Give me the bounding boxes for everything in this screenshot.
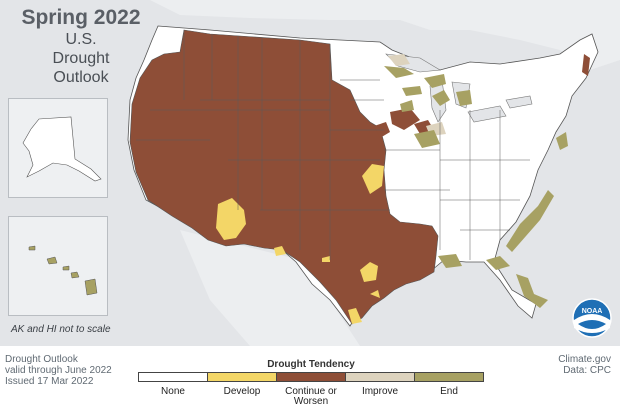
map-panel: Spring 2022 U.S. Drought Outlook AK and … (0, 0, 620, 346)
credit-data: Data: CPC (563, 365, 611, 376)
credit-site: Climate.gov (558, 354, 611, 365)
legend-swatch-end (415, 373, 483, 381)
title-block: Spring 2022 U.S. Drought Outlook (6, 6, 156, 87)
hawaii-islands (28, 245, 98, 296)
scale-note: AK and HI not to scale (11, 324, 111, 335)
footer-credits: Climate.gov Data: CPC (558, 354, 611, 376)
legend-label-continue-text-2: Worsen (293, 396, 329, 407)
develop-region-az (216, 198, 246, 240)
alaska-land (22, 116, 102, 182)
legend-label-end-text: End (440, 386, 458, 397)
legend-swatch-continue (277, 373, 346, 381)
legend-label-develop-text: Develop (223, 386, 261, 397)
noaa-logo: NOAA (572, 298, 612, 338)
develop-region-mo (362, 164, 384, 194)
legend-label-improve-text: Improve (361, 386, 399, 397)
develop-region-tx (274, 246, 380, 324)
alaska-inset (8, 98, 108, 198)
footer-line-3: Issued 17 Mar 2022 (5, 376, 94, 387)
legend-label-none-text: None (161, 386, 185, 397)
legend-label-none: None (138, 387, 208, 397)
footer-info: Drought Outlook valid through June 2022 … (5, 354, 112, 387)
legend-label-improve: Improve (345, 387, 415, 397)
continue-region-me (582, 54, 590, 76)
state-borders (136, 30, 530, 260)
footer-line-2: valid through June 2022 (5, 365, 112, 376)
hawaii-map (28, 245, 98, 296)
footer: Drought Outlook valid through June 2022 … (0, 346, 620, 407)
subtitle-line-3: Outlook (53, 69, 109, 86)
legend-label-end: End (414, 387, 484, 397)
us-drought-map (127, 0, 620, 346)
legend-swatch-improve (346, 373, 415, 381)
continue-region-wi (374, 108, 434, 138)
continue-region-west (129, 29, 439, 325)
alaska-map (22, 116, 102, 182)
great-lakes (385, 53, 533, 123)
noaa-logo-text: NOAA (582, 308, 603, 315)
legend-swatch-none (139, 373, 208, 381)
noaa-logo-icon: NOAA (572, 298, 612, 338)
legend-swatch-develop (208, 373, 277, 381)
subtitle-line-2: Drought (52, 50, 110, 67)
legend-label-develop: Develop (207, 387, 277, 397)
legend-title: Drought Tendency (267, 359, 355, 370)
neighbor-land (150, 0, 620, 346)
hawaii-inset (8, 216, 108, 316)
subtitle-line-1: U.S. (65, 31, 97, 48)
legend-label-continue: Continue or Worsen (276, 387, 346, 407)
map-title: Spring 2022 (21, 6, 141, 29)
footer-line-1: Drought Outlook (5, 354, 78, 365)
legend-label-continue-text: Continue or (285, 386, 337, 397)
legend-bar (138, 372, 484, 382)
